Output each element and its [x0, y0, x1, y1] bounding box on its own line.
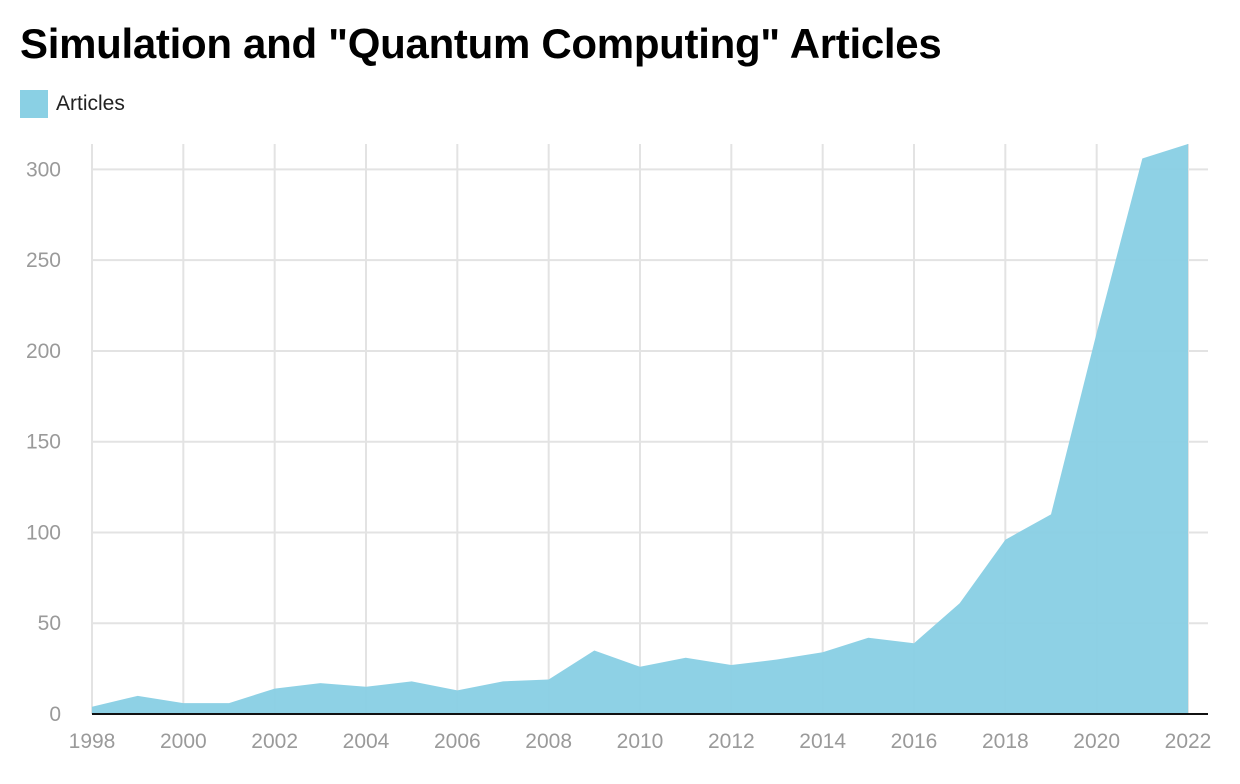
- x-tick-label: 2018: [982, 730, 1029, 753]
- y-tick-label: 300: [26, 158, 61, 181]
- x-tick-label: 2008: [525, 730, 572, 753]
- x-tick-label: 2016: [891, 730, 938, 753]
- y-tick-label: 50: [38, 612, 61, 635]
- x-tick-label: 2004: [343, 730, 390, 753]
- y-tick-label: 150: [26, 431, 61, 454]
- legend-label: Articles: [56, 92, 125, 115]
- y-tick-label: 200: [26, 340, 61, 363]
- y-tick-label: 100: [26, 521, 61, 544]
- x-tick-label: 2020: [1073, 730, 1120, 753]
- y-tick-label: 250: [26, 249, 61, 272]
- x-tick-label: 2014: [799, 730, 846, 753]
- x-tick-label: 2006: [434, 730, 481, 753]
- x-tick-label: 2010: [617, 730, 664, 753]
- tick-labels: 0 50 100 150 200 250 300 1998 2000 2002 2004 2006 20…: [26, 158, 1211, 753]
- chart-title: Simulation and "Quantum Computing" Artic…: [20, 20, 942, 67]
- x-tick-label: 2000: [160, 730, 207, 753]
- area-series: [92, 144, 1188, 714]
- x-tick-label: 2002: [251, 730, 298, 753]
- x-tick-label: 1998: [69, 730, 116, 753]
- x-tick-label: 2012: [708, 730, 755, 753]
- series-area-articles: [92, 144, 1188, 714]
- legend-swatch: [20, 90, 48, 118]
- x-tick-label: 2022: [1165, 730, 1212, 753]
- y-tick-label: 0: [49, 703, 61, 726]
- legend: Articles: [20, 90, 125, 118]
